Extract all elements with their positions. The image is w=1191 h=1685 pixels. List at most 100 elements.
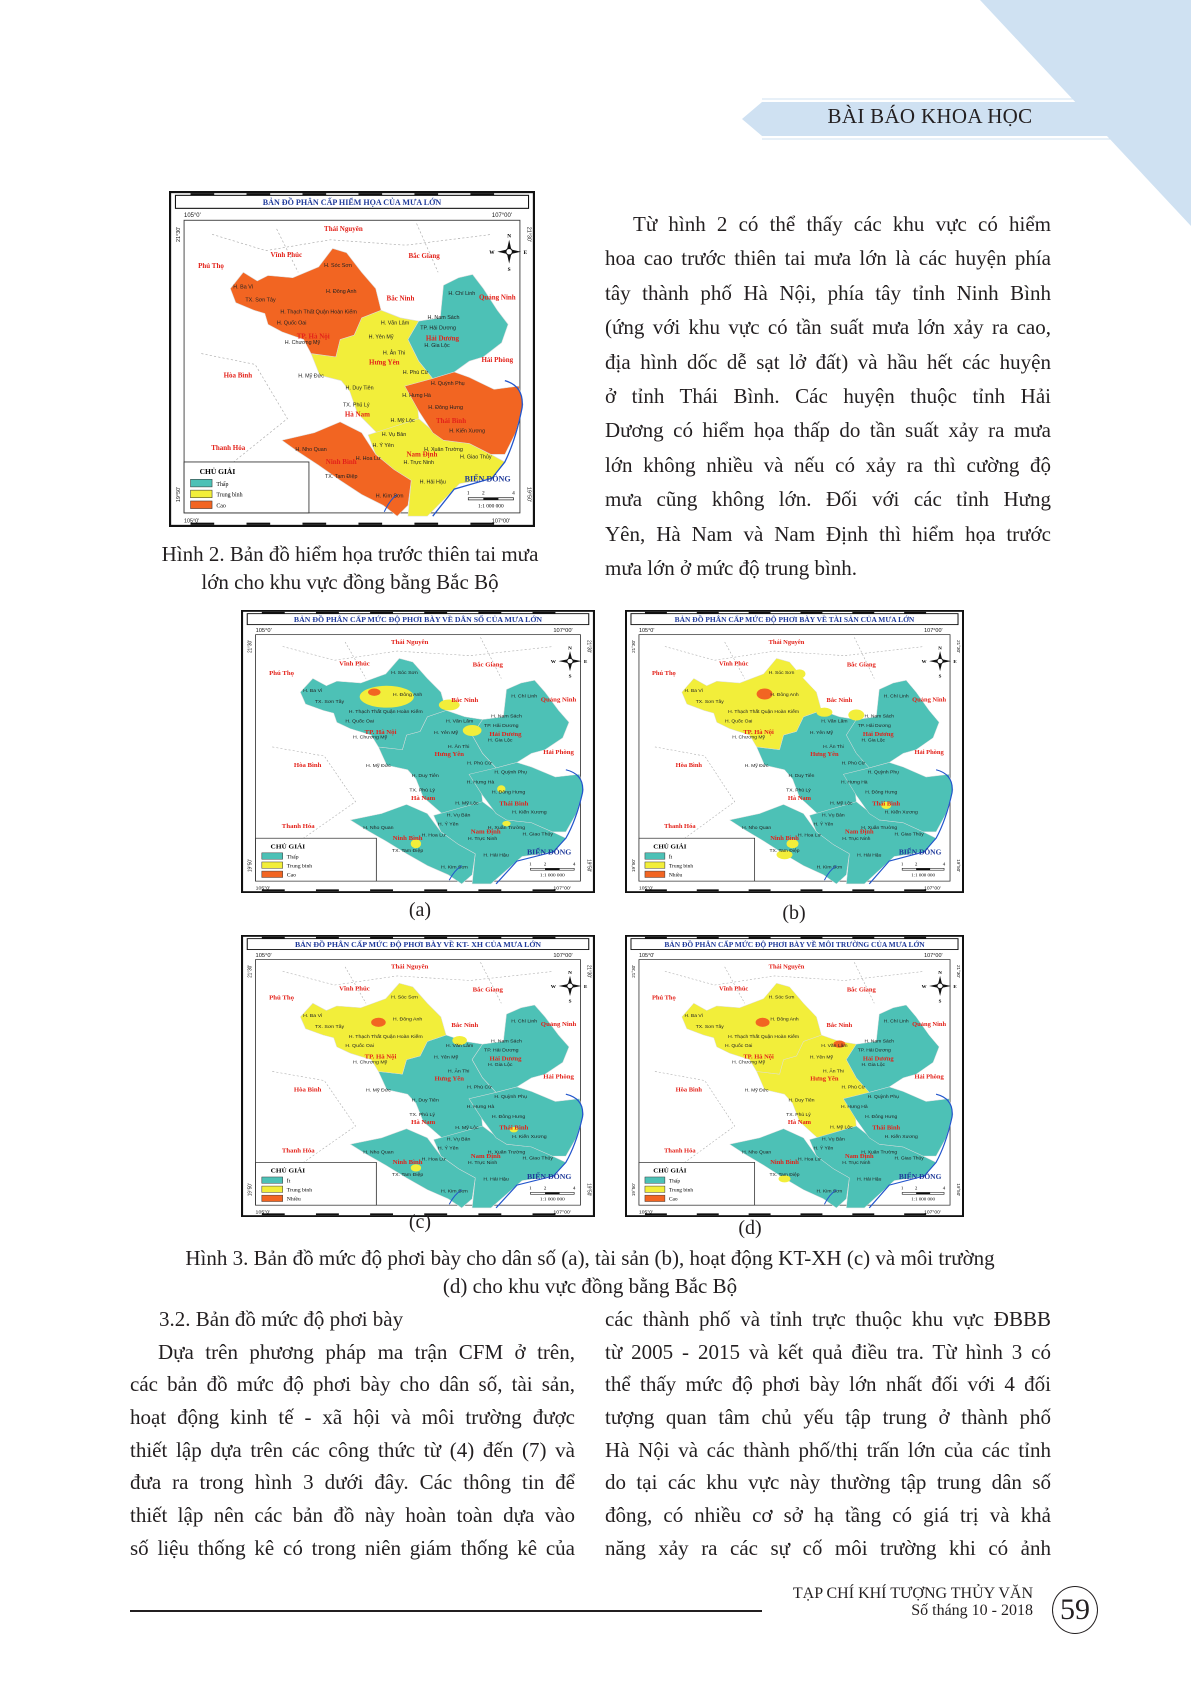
province-label: Vĩnh Phúc <box>339 986 370 993</box>
longitude-label: 105°0' <box>256 886 271 892</box>
river <box>823 865 837 881</box>
longitude-label: 105°0' <box>256 628 272 634</box>
map-title: BẢN ĐỒ PHÂN CẤP MỨC ĐỘ PHƠI BÀY VỀ MÔI T… <box>664 941 925 949</box>
legend-swatch-medium <box>261 1185 283 1193</box>
province-label: Thái Nguyên <box>769 964 805 971</box>
exposure-hotspot <box>497 785 506 793</box>
district-label: H. Thạch Thất Quận Hoàn Kiếm <box>349 709 423 715</box>
frame-tick <box>532 936 556 939</box>
subfigure-label-c: (c) <box>408 1211 432 1233</box>
district-label: H. Vụ Bản <box>382 432 406 438</box>
district-label: H. Ba Vì <box>303 688 323 694</box>
province-label: Thanh Hóa <box>664 1148 695 1155</box>
province-label: Thái Bình <box>872 801 900 808</box>
coastline <box>432 380 523 517</box>
sea-label: BIỂN ĐÔNG <box>899 847 942 857</box>
latitude-label: 19°50' <box>586 1183 592 1196</box>
district-label: H. Giao Thủy <box>523 831 554 838</box>
district-label: H. Kiến Xương <box>449 429 485 435</box>
district-label: H. Đông Hưng <box>492 790 526 796</box>
district-label: H. Nho Quan <box>363 825 394 831</box>
sea-label: BIỂN ĐÔNG <box>899 1173 942 1181</box>
district-label: TX. Sơn Tây <box>696 1024 725 1030</box>
frame-tick <box>370 889 394 892</box>
province-label: Vĩnh Phúc <box>719 986 749 993</box>
frame-tick <box>370 611 394 614</box>
exposure-hotspot <box>756 688 773 700</box>
district-label: H. Giao Thủy <box>522 1155 553 1162</box>
latitude-label: 21°30' <box>586 965 592 978</box>
latitude-label: 21°30' <box>176 227 182 242</box>
district-label: H. Chí Linh <box>884 694 909 700</box>
frame-tick <box>748 936 771 939</box>
district-label: H. Mỹ Lộc <box>830 801 853 807</box>
district-label: H. Chí Linh <box>884 1019 909 1025</box>
longitude-label: 105°0' <box>639 953 654 959</box>
district-label: TX. Sơn Tây <box>696 699 725 705</box>
compass-east: E <box>953 985 956 990</box>
district-label: H. Duy Tiên <box>345 385 373 391</box>
exposure-hotspot <box>881 801 892 810</box>
legend-label-high: Nhiều <box>669 872 683 879</box>
boundary-line <box>272 637 554 839</box>
compass-north: N <box>507 234 511 240</box>
exposure-hotspot <box>778 1175 791 1183</box>
province-label: TP. Hà Nội <box>365 729 397 736</box>
scale-tick-label: 2 <box>915 1187 918 1192</box>
district-label: H. Quốc Oai <box>345 719 374 725</box>
longitude-label: 105°0' <box>639 628 654 634</box>
compass-icon: N S W E <box>922 971 957 1004</box>
district-label: H. Quốc Oai <box>277 320 307 326</box>
exposure-hotspot <box>410 1164 422 1172</box>
frame-tick <box>748 1213 771 1216</box>
text-line: năng xảy ra các sự cố môi trường khi có … <box>605 1535 1051 1560</box>
map-canvas: BẢN ĐỒ PHÂN CẤP MỨC ĐỘ PHƠI BÀY VỀ MÔI T… <box>625 935 964 1217</box>
caption-line: lớn cho khu vực đồng bằng Bắc Bộ <box>201 570 499 594</box>
district-label: H. Mỹ Đức <box>745 1088 769 1094</box>
district-label: H. Hải Hậu <box>483 853 509 859</box>
province-label: Hải Phòng <box>914 1074 944 1081</box>
scale-tick-label: 1 <box>901 863 904 868</box>
province-label: Thái Nguyên <box>391 964 429 971</box>
caption-line: (d) cho khu vực đồng bằng Bắc Bộ <box>442 1274 738 1298</box>
district-label: H. Nam Sách <box>491 1039 522 1045</box>
frame-tick <box>246 522 271 525</box>
latitude-label: 21°30' <box>525 227 531 242</box>
province-label: Quảng Ninh <box>541 697 577 704</box>
district-label: H. Đông Anh <box>326 289 356 295</box>
scale-text: 1:1 000 000 <box>911 874 935 879</box>
scale-tick-label: 2 <box>544 1187 547 1192</box>
district-label: H. Trực Ninh <box>468 836 498 842</box>
province-label: Thanh Hóa <box>664 823 695 830</box>
scale-bar-segment <box>545 1192 560 1195</box>
district-label: H. Ý Yên <box>438 1145 459 1152</box>
district-label: H. Gia Lộc <box>862 738 886 744</box>
text-line: thiết lập dựa trên các công thức từ (4) … <box>130 1437 575 1462</box>
map-title-bar <box>246 613 590 626</box>
longitude-label: 107°00' <box>492 519 510 525</box>
district-label: H. Hải Hậu <box>420 480 446 486</box>
exposure-hotspot <box>438 699 460 711</box>
latitude-label: 19°50' <box>586 859 592 872</box>
district-label: H. Hoa Lư <box>798 1157 822 1163</box>
longitude-label: 105°0' <box>184 213 201 219</box>
legend-swatch-high <box>190 500 213 509</box>
boundary-line <box>272 962 554 1163</box>
district-label: H. Chương Mỹ <box>353 1060 388 1066</box>
longitude-label: 105°0' <box>256 1210 271 1216</box>
scale-tick-label: 1 <box>529 1187 532 1192</box>
longitude-label: 107°00' <box>924 1210 941 1216</box>
coastline <box>495 769 584 885</box>
boundary-line <box>654 962 925 1163</box>
district-label: H. Thạch Thất Quận Hoàn Kiếm <box>349 1034 423 1040</box>
district-label: H. Quỳnh Phụ <box>494 1094 527 1100</box>
district-label: H. Kiến Xương <box>885 810 918 816</box>
scale-tick-label: 4 <box>943 863 946 868</box>
province-label: Bắc Ninh <box>827 697 853 704</box>
legend-label-medium: Trung bình <box>287 1188 313 1194</box>
district-label: H. Đông Anh <box>393 692 423 698</box>
exposure-hotspot <box>410 839 422 849</box>
latitude-label: 19°50' <box>955 859 961 872</box>
compass-north: N <box>568 646 572 651</box>
district-label: H. Vụ Bản <box>447 1137 471 1143</box>
